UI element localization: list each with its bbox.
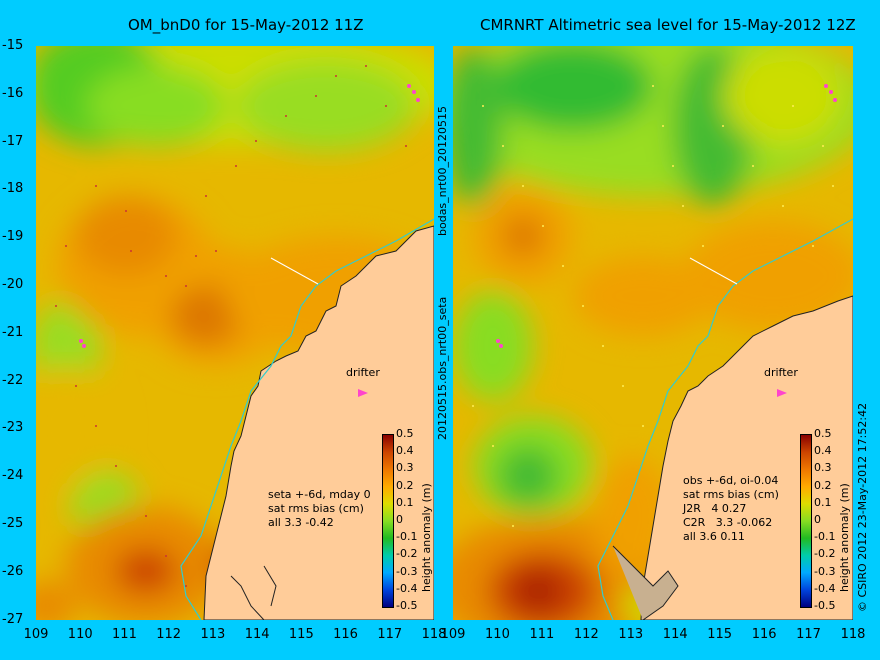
left-colorbar-label: height anomaly (m) xyxy=(420,483,433,592)
left-observation-points xyxy=(55,65,407,587)
colorbar-tick-label: 0 xyxy=(396,513,403,526)
x-tick-label: 113 xyxy=(618,627,644,642)
left-sea-level-field xyxy=(36,46,434,620)
x-tick-label: 113 xyxy=(200,627,226,642)
stats-line: J2R 4 0.27 xyxy=(683,502,747,515)
y-tick-label: -26 xyxy=(2,563,24,579)
colorbar-tick-label: 0.4 xyxy=(396,444,414,458)
colorbar-tick-label: -0.5 xyxy=(396,599,418,612)
x-tick-label: 118 xyxy=(840,627,866,642)
y-tick-label: -25 xyxy=(2,516,24,531)
left-land xyxy=(203,225,434,620)
x-tick-label: 117 xyxy=(796,627,821,642)
colorbar-tick-label: -0.2 xyxy=(814,547,836,561)
colorbar-tick-label: -0.1 xyxy=(396,530,418,544)
left-stats-text: seta +-6d, mday 0 sat rms bias (cm) all 3.… xyxy=(268,488,371,530)
colorbar-tick-label: -0.4 xyxy=(814,581,836,595)
colorbar-tick-label: -0.3 xyxy=(814,564,836,578)
colorbar-tick-label: 0.1 xyxy=(814,495,832,509)
stats-line: obs +-6d, oi-0.04 xyxy=(683,474,779,487)
y-tick-label: -17 xyxy=(2,133,24,149)
colorbar-tick-label: 0.3 xyxy=(814,461,832,475)
right-stats-text: obs +-6d, oi-0.04 sat rms bias (cm) J2R 4 … xyxy=(683,474,779,544)
colorbar-tick-label: 0.4 xyxy=(814,444,832,458)
left-panel-title: OM_bnD0 for 15-May-2012 11Z xyxy=(128,16,364,34)
x-tick-label: 117 xyxy=(377,627,403,642)
x-tick-label: 109 xyxy=(23,627,49,642)
colorbar-tick-label: 0.2 xyxy=(396,478,414,492)
stats-line: sat rms bias (cm) xyxy=(683,488,779,501)
y-tick-label: -20 xyxy=(2,277,24,292)
x-tick-label: 112 xyxy=(573,627,599,642)
right-panel-title: CMRNRT Altimetric sea level for 15-May-2… xyxy=(480,16,856,34)
x-tick-label: 115 xyxy=(288,627,314,642)
stats-line: all 3.3 -0.42 xyxy=(268,516,334,529)
y-tick-label: -23 xyxy=(2,420,24,436)
y-tick-label: -22 xyxy=(2,372,24,388)
right-map xyxy=(453,46,853,620)
y-tick-label: -16 xyxy=(2,85,24,101)
colorbar-tick-label: -0.1 xyxy=(814,530,836,544)
x-tick-label: 116 xyxy=(751,627,777,642)
colorbar-tick-label: 0.5 xyxy=(814,427,832,440)
colorbar-tick-label: 0.5 xyxy=(396,427,414,440)
colorbar-tick-label: 0.3 xyxy=(396,461,414,475)
colorbar-tick-label: -0.2 xyxy=(396,547,418,561)
colorbar-tick-label: -0.5 xyxy=(814,599,836,612)
x-tick-label: 111 xyxy=(112,627,137,642)
credit-label: © CSIRO 2012 23-May-2012 17:52:42 xyxy=(856,402,869,612)
colorbar-tick-label: 0.1 xyxy=(396,495,414,509)
right-colorbar-label: height anomaly (m) xyxy=(838,483,851,592)
stats-line: all 3.6 0.11 xyxy=(683,530,745,543)
left-map xyxy=(36,46,434,620)
x-tick-label: 110 xyxy=(485,627,510,642)
x-tick-label: 110 xyxy=(67,627,93,642)
obs-file-label: 20120515.obs_nrt00_seta xyxy=(436,296,449,440)
y-tick-label: -15 xyxy=(2,38,24,53)
colorbar-tick-label: 0.2 xyxy=(814,478,832,492)
x-tick-label: 111 xyxy=(529,627,555,642)
x-tick-label: 109 xyxy=(440,627,466,642)
colorbar-tick-label: -0.4 xyxy=(396,581,418,595)
x-tick-label: 116 xyxy=(333,627,358,642)
x-tick-label: 112 xyxy=(156,627,182,642)
colorbar-tick-label: 0 xyxy=(814,513,821,526)
right-colorbar xyxy=(800,434,812,608)
stats-line: seta +-6d, mday 0 xyxy=(268,488,371,501)
y-tick-label: -18 xyxy=(2,181,24,197)
right-sea-level-field xyxy=(453,46,853,620)
right-drifter-label: drifter xyxy=(764,366,798,379)
right-200m-contour xyxy=(597,218,853,620)
y-tick-label: -21 xyxy=(2,324,24,340)
x-tick-label: 118 xyxy=(421,627,447,642)
x-tick-label: 115 xyxy=(707,627,733,642)
x-tick-label: 114 xyxy=(662,627,688,642)
right-observation-points xyxy=(472,85,834,527)
model-run-label: bodas_nrt00_20120515 xyxy=(436,106,449,236)
stats-line: C2R 3.3 -0.062 xyxy=(683,516,773,529)
left-colorbar xyxy=(382,434,394,608)
y-tick-label: -24 xyxy=(2,468,24,484)
left-drifter-label: drifter xyxy=(346,366,380,379)
colorbar-tick-label: -0.3 xyxy=(396,564,418,578)
y-tick-label: -19 xyxy=(2,229,24,245)
left-200m-contour xyxy=(180,218,434,620)
stats-line: sat rms bias (cm) xyxy=(268,502,364,515)
y-tick-label: -27 xyxy=(2,611,24,627)
x-tick-label: 114 xyxy=(244,627,270,642)
